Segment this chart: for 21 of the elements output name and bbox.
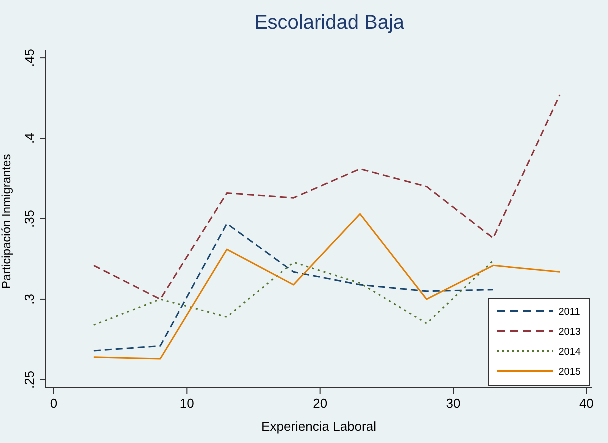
x-axis-title: Experiencia Laboral [262,419,377,434]
line-series [93,94,561,300]
y-axis-title: Participación Inmigrantes [0,154,14,289]
line-series [93,260,494,326]
y-tick-label: .35 [22,210,37,228]
chart-title: Escolaridad Baja [253,12,406,35]
x-tick-label: 20 [313,396,328,411]
y-tick-label: .25 [22,370,37,389]
y-tick-label: .45 [22,49,37,68]
y-tick-label: .4 [22,133,37,144]
x-tick-label: 30 [446,396,461,411]
x-tick-label: 10 [180,396,194,411]
line-series [93,213,561,360]
y-tick-label: .3 [22,294,37,305]
line-series [93,223,494,352]
legend-label: 2013 [558,326,581,338]
legend-label: 2011 [558,306,580,318]
legend-label: 2015 [558,366,581,378]
x-tick-label: 0 [50,396,58,411]
x-tick-label: 40 [579,396,594,411]
legend-label: 2014 [558,346,581,358]
